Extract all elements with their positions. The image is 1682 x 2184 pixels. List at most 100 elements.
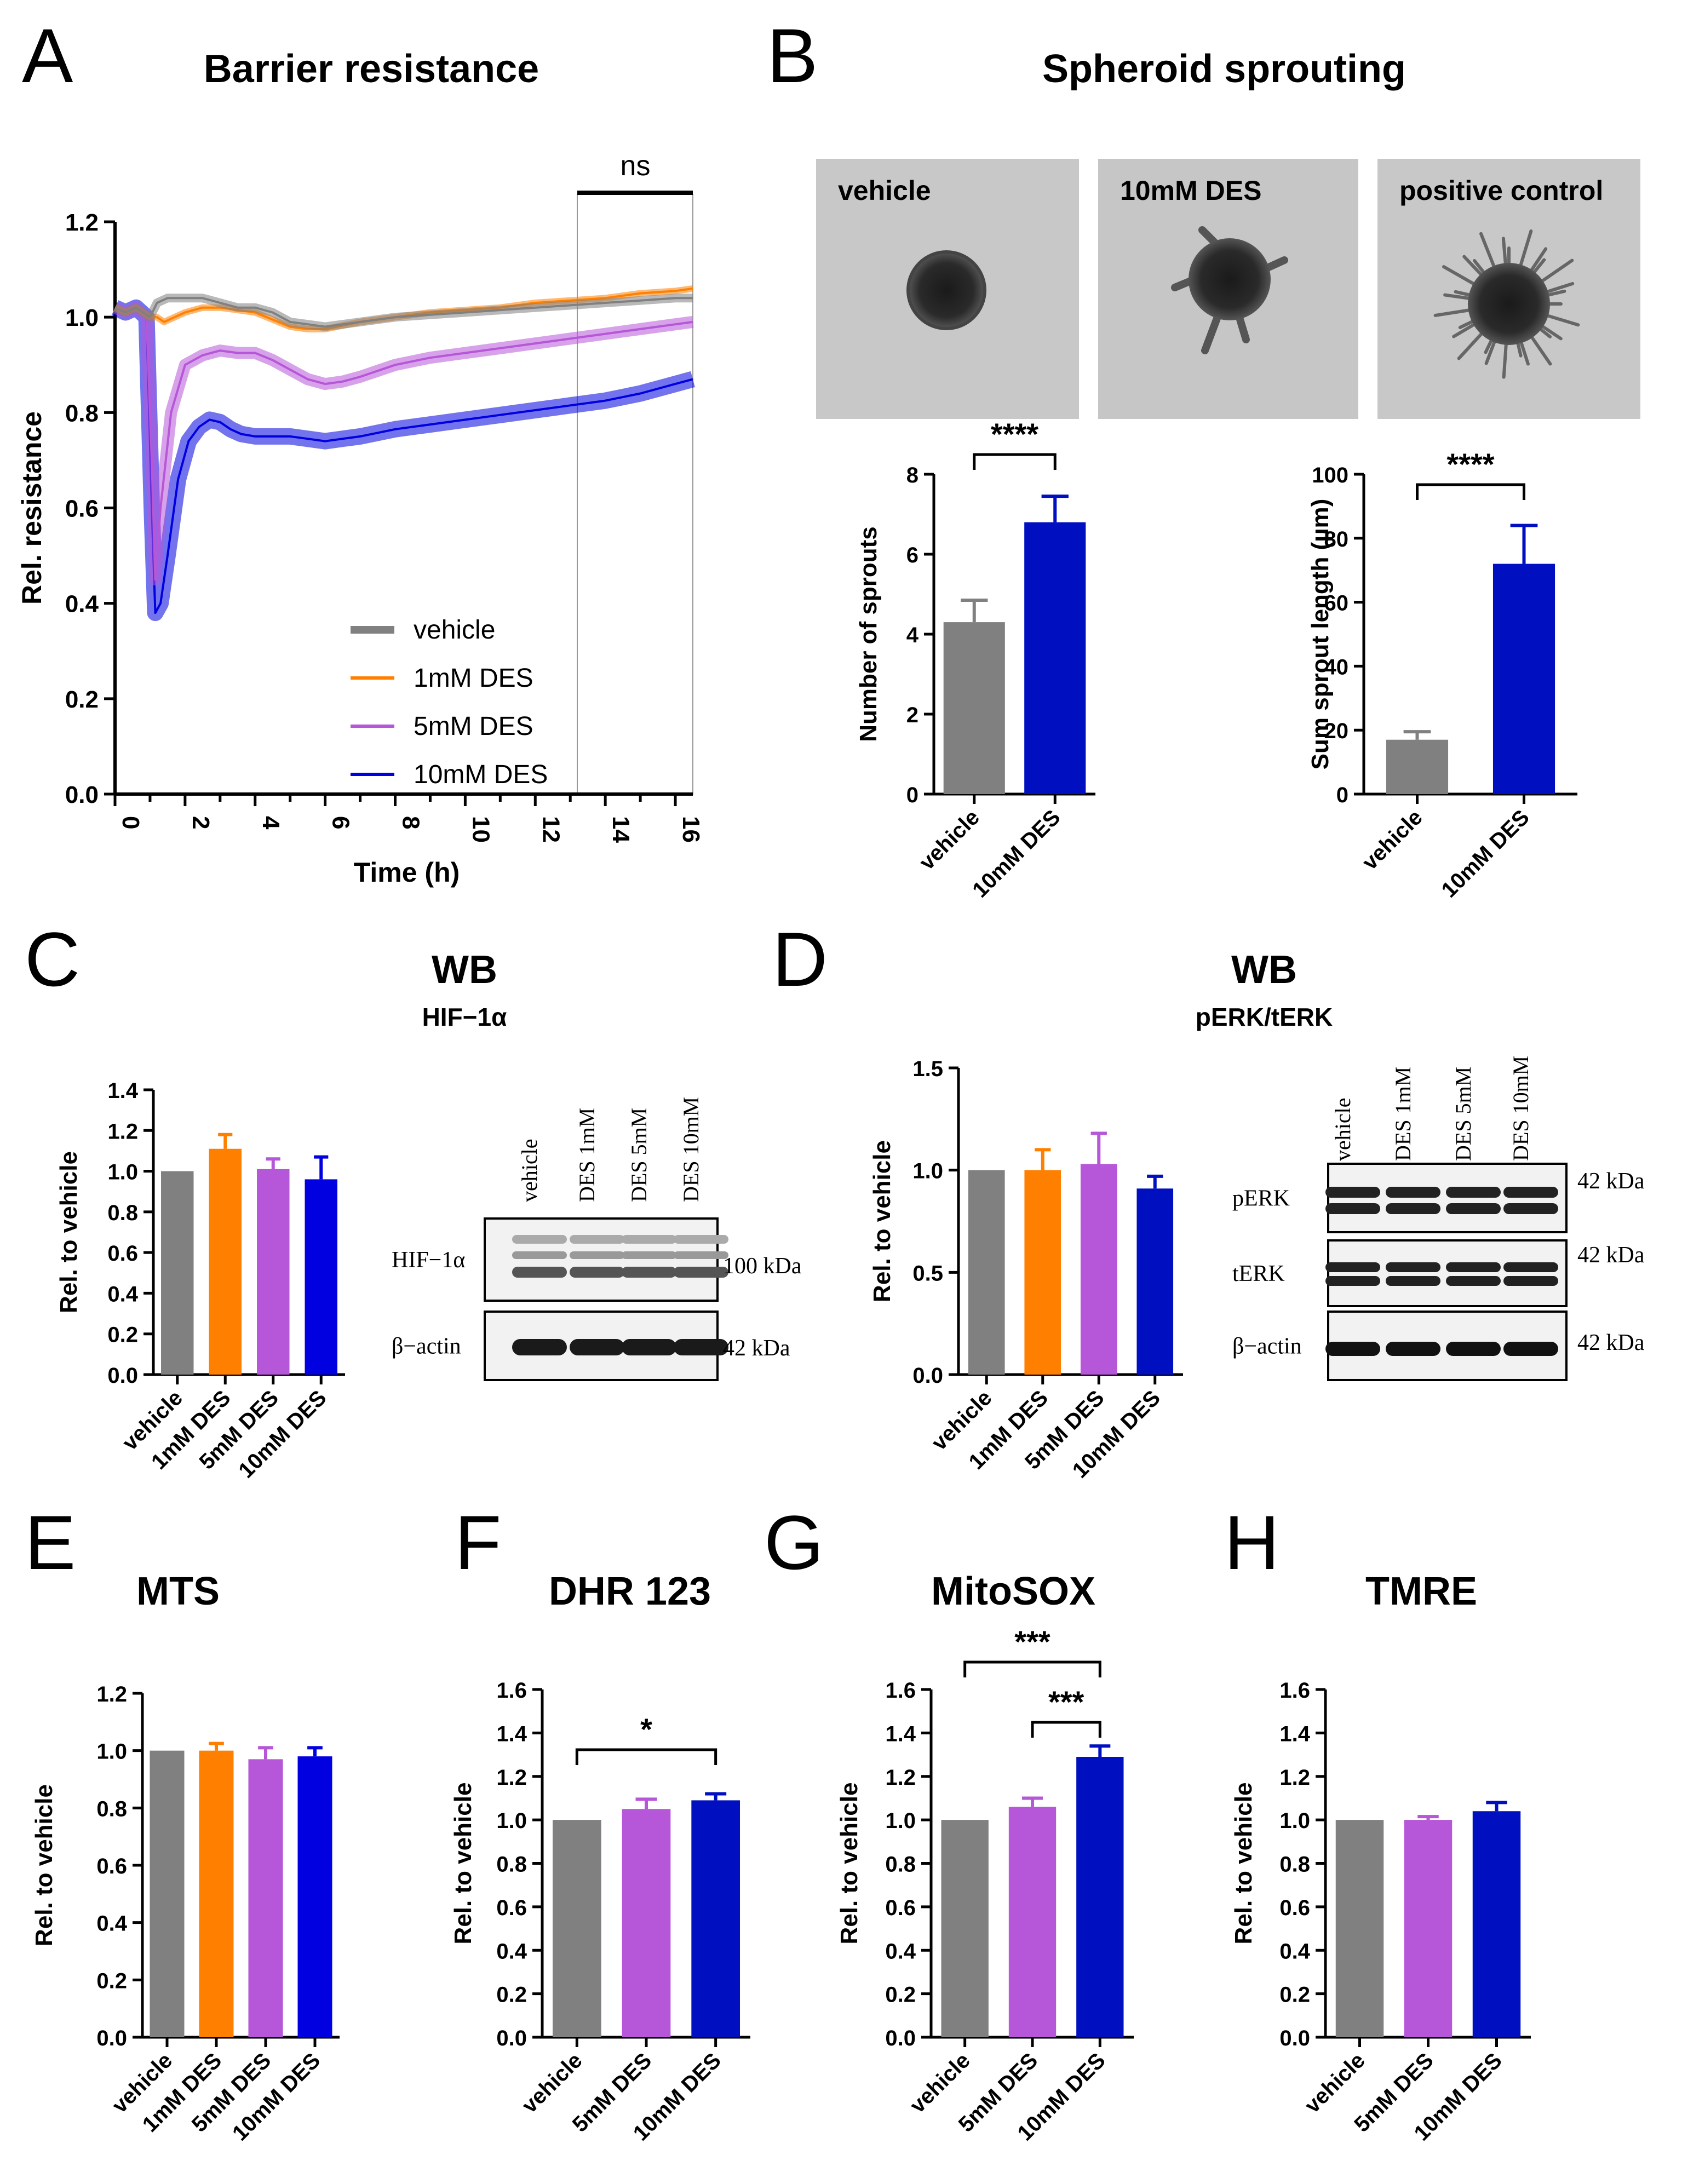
sprout-line — [1529, 334, 1552, 366]
blot-band — [1325, 1187, 1380, 1198]
significance-label: * — [640, 1712, 652, 1746]
panel-d-subtitle: pERK/tERK — [1196, 1003, 1333, 1031]
blot-lane-label: DES 5mM — [1451, 1067, 1476, 1161]
blot-band — [1386, 1262, 1440, 1272]
bar-vehicle — [1335, 1820, 1384, 2037]
blot-band — [1325, 1342, 1380, 1356]
panel-a-title: Barrier resistance — [204, 47, 539, 91]
y-tick-label: 100 — [1312, 463, 1348, 487]
y-tick-label: 0.2 — [65, 686, 99, 713]
x-tick-label: 12 — [537, 816, 564, 843]
micrograph-10mm-des: 10mM DES — [1098, 159, 1358, 419]
sprout-line — [1518, 229, 1533, 269]
significance-bracket — [963, 1660, 1101, 1677]
x-tick-label: 6 — [328, 816, 354, 829]
y-tick-label: 20 — [1324, 719, 1349, 743]
micrograph-positive-control: positive control — [1377, 159, 1640, 419]
panel-letter-c: C — [25, 916, 80, 1002]
significance-bracket — [575, 1748, 717, 1765]
y-tick-label: 1.2 — [96, 1682, 127, 1706]
y-tick-label: 6 — [906, 543, 919, 567]
sprout-line — [1501, 237, 1508, 268]
blot-kda-label: 42 kDa — [1577, 1169, 1645, 1194]
blot-band — [512, 1251, 567, 1259]
panel-c: C WB HIF−1α 0.0 0.2 0.4 0.6 0.8 1.0 1.2 1.4 Rel.… — [25, 916, 802, 1483]
sprout-line — [1531, 258, 1546, 276]
y-tick-label: 1.0 — [107, 1160, 138, 1185]
x-tick-label: 10 — [467, 816, 494, 843]
panel-h: H TMRE 0.0 0.2 0.4 0.6 0.8 1.0 1.2 1.4 1.6 Rel. t… — [1224, 1499, 1531, 2146]
blot-band — [622, 1251, 676, 1259]
bar-vehicle — [941, 1820, 989, 2037]
blot-lane-label: DES 10mM — [1508, 1056, 1533, 1161]
panel-letter-f: F — [455, 1499, 502, 1585]
bar-5mm-des — [1008, 1807, 1057, 2037]
panel-g-title: MitoSOX — [931, 1570, 1095, 1613]
x-tick-label: vehicle — [1358, 805, 1427, 875]
blot-band — [1325, 1276, 1380, 1286]
y-tick-label: 0.8 — [65, 400, 99, 427]
ns-window-box — [577, 194, 693, 795]
y-tick-label: 1.0 — [96, 1740, 127, 1764]
x-tick-label: 8 — [398, 816, 424, 829]
blot-band — [570, 1267, 624, 1278]
bar-vehicle — [968, 1170, 1005, 1375]
x-tick-label: vehicle — [518, 2048, 587, 2118]
y-axis-label: Sum sprout length (µm) — [1307, 499, 1334, 770]
chart-f: 0.0 0.2 0.4 0.6 0.8 1.0 1.2 1.4 1.6 Rel. to vehic… — [450, 1679, 750, 2146]
blot-lane-label: DES 5mM — [627, 1108, 651, 1202]
panel-letter-g: G — [764, 1499, 824, 1585]
y-tick-label: 2 — [906, 703, 919, 727]
y-axis-label: Rel. to vehicle — [836, 1783, 863, 1945]
series-line-5mm-des — [114, 306, 693, 581]
blot-band — [1386, 1187, 1440, 1198]
y-axis-label: Rel. resistance — [16, 411, 47, 605]
sprout-line — [1442, 265, 1478, 287]
chart-h: 0.0 0.2 0.4 0.6 0.8 1.0 1.2 1.4 1.6 Rel. to vehic… — [1230, 1679, 1531, 2146]
y-tick-label: 0.8 — [107, 1201, 138, 1225]
y-tick-label: 0.2 — [107, 1323, 138, 1347]
blot-membrane — [484, 1217, 719, 1302]
y-tick-label: 0.2 — [96, 1969, 127, 1993]
y-axis-label: Rel. to vehicle — [450, 1783, 477, 1945]
panel-letter-d: D — [772, 916, 828, 1002]
bar-10mm-des — [1136, 1188, 1174, 1375]
sprout-line — [1473, 259, 1487, 276]
panel-f: F DHR 123 0.0 0.2 0.4 0.6 0.8 1.0 1.2 1.4 1.6 Rel… — [450, 1499, 750, 2146]
sprout-line — [1543, 313, 1580, 327]
bar-10mm-des — [1492, 564, 1555, 794]
y-tick-label: 1.6 — [885, 1679, 916, 1703]
blot-kda-label: 42 kDa — [1577, 1330, 1645, 1355]
blot-band — [622, 1267, 676, 1278]
sprout-line — [1484, 338, 1497, 365]
series-band-5mm-des — [112, 301, 694, 586]
blot-band — [1325, 1262, 1380, 1272]
y-tick-label: 0.6 — [885, 1896, 916, 1920]
panel-c-title: WB — [432, 948, 497, 992]
blot-band — [1446, 1276, 1501, 1286]
bar-10mm-des — [691, 1800, 740, 2037]
western-blot-d: vehicle DES 1mM DES 5mM DES 10mM pERK 42 kDa t… — [1232, 1056, 1645, 1381]
blot-band — [674, 1267, 728, 1278]
y-tick-label: 0.0 — [885, 2026, 916, 2050]
x-tick-label: 0 — [117, 816, 144, 829]
y-axis-label: Rel. to vehicle — [869, 1140, 895, 1302]
panel-a: A Barrier resistance 0.0 0.2 0.4 0.6 0.8 1.0 1… — [16, 13, 704, 888]
y-tick-label: 1.0 — [885, 1809, 916, 1833]
blot-kda-label: 42 kDa — [723, 1336, 790, 1361]
y-tick-label: 1.0 — [65, 304, 99, 331]
blot-band — [570, 1235, 624, 1244]
sprout-line — [1543, 281, 1575, 294]
y-tick-label: 80 — [1324, 527, 1349, 551]
significance-bracket — [973, 453, 1057, 470]
y-tick-label: 0.0 — [96, 2026, 127, 2050]
blot-band — [1446, 1262, 1501, 1272]
blot-band — [674, 1235, 728, 1244]
micrograph-label-10mm-des: 10mM DES — [1120, 175, 1261, 206]
x-tick-label: 10mM DES — [1437, 805, 1534, 902]
bar-5mm-des — [622, 1809, 671, 2037]
